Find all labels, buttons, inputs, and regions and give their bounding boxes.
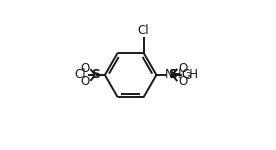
Text: O: O [178, 62, 187, 75]
Text: CH: CH [182, 69, 199, 81]
Text: Cl: Cl [138, 24, 149, 37]
Text: O: O [178, 75, 187, 88]
Text: S: S [168, 69, 177, 81]
Text: S: S [91, 69, 100, 81]
Text: O: O [80, 62, 90, 75]
Text: Cl: Cl [74, 69, 86, 81]
Text: NH: NH [165, 69, 182, 81]
Text: O: O [80, 75, 90, 88]
Text: 3: 3 [185, 72, 191, 81]
